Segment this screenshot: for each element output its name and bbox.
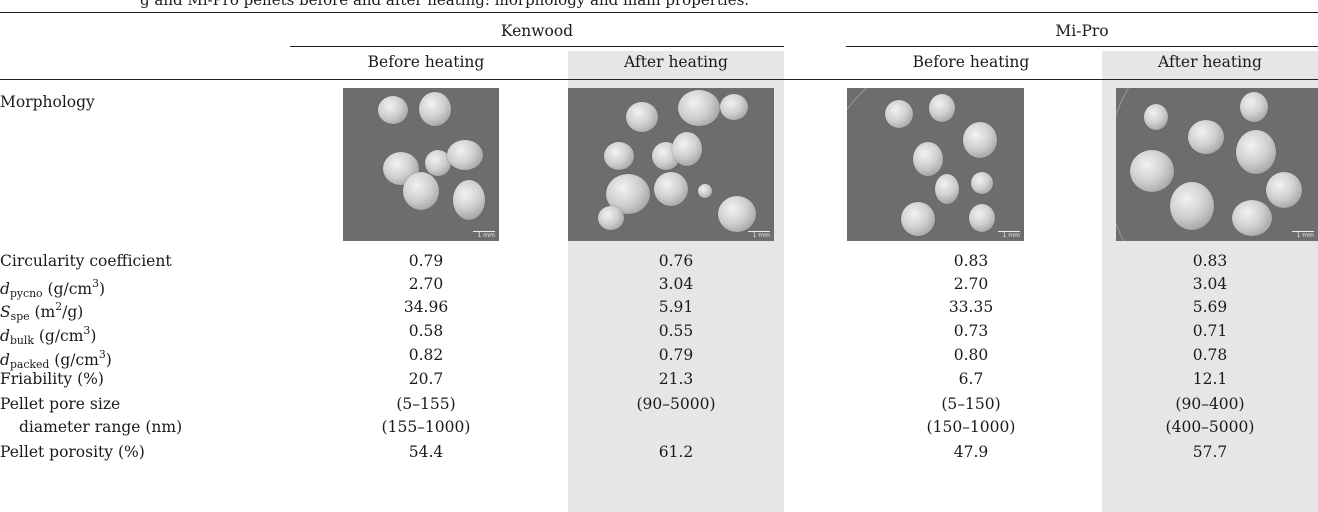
row-label-d-bulk: dbulk (g/cm3) xyxy=(0,324,97,347)
value-circularity-mipro-before: 0.83 xyxy=(953,252,989,270)
group-rule-kenwood xyxy=(290,46,784,47)
row-label-pore-size-line1: Pellet pore size xyxy=(0,395,121,413)
subheader-kenwood-after: After heating xyxy=(624,53,728,71)
value-pore-mipro-after-2: (400–5000) xyxy=(1165,418,1255,436)
value-circularity-kenwood-after: 0.76 xyxy=(658,252,694,270)
row-label-circularity: Circularity coefficient xyxy=(0,252,172,270)
value-d-pycno-mipro-after: 3.04 xyxy=(1192,275,1228,293)
value-friability-mipro-after: 12.1 xyxy=(1192,370,1228,388)
subheader-mipro-after: After heating xyxy=(1158,53,1262,71)
value-pore-kenwood-before-1: (5–155) xyxy=(396,395,456,413)
value-d-bulk-mipro-before: 0.73 xyxy=(953,322,989,340)
value-circularity-mipro-after: 0.83 xyxy=(1192,252,1228,270)
value-pore-mipro-after-1: (90–400) xyxy=(1175,395,1245,413)
value-pore-mipro-before-1: (5–150) xyxy=(941,395,1001,413)
subheader-kenwood-before: Before heating xyxy=(367,53,485,71)
value-pore-kenwood-after-1: (90–5000) xyxy=(636,395,716,413)
group-header-kenwood: Kenwood xyxy=(500,22,574,40)
value-d-packed-mipro-after: 0.78 xyxy=(1192,346,1228,364)
row-label-s-spe: Sspe (m2/g) xyxy=(0,300,84,323)
sem-image-mipro-before: 1 mm xyxy=(847,88,1024,241)
value-s-spe-mipro-after: 5.69 xyxy=(1192,298,1228,316)
value-d-packed-kenwood-before: 0.82 xyxy=(408,346,444,364)
value-pore-mipro-before-2: (150–1000) xyxy=(926,418,1016,436)
value-d-packed-mipro-before: 0.80 xyxy=(953,346,989,364)
value-friability-kenwood-after: 21.3 xyxy=(658,370,694,388)
row-label-friability: Friability (%) xyxy=(0,370,104,388)
row-label-d-pycno: dpycno (g/cm3) xyxy=(0,277,106,300)
value-porosity-kenwood-after: 61.2 xyxy=(658,443,694,461)
header-rule xyxy=(0,79,1318,80)
sem-image-mipro-after: 1 mm xyxy=(1116,88,1318,241)
value-circularity-kenwood-before: 0.79 xyxy=(408,252,444,270)
value-d-bulk-kenwood-after: 0.55 xyxy=(658,322,694,340)
top-rule xyxy=(0,12,1318,13)
value-d-pycno-mipro-before: 2.70 xyxy=(953,275,989,293)
value-porosity-mipro-after: 57.7 xyxy=(1192,443,1228,461)
value-porosity-kenwood-before: 54.4 xyxy=(408,443,444,461)
value-s-spe-mipro-before: 33.35 xyxy=(948,298,994,316)
value-d-bulk-mipro-after: 0.71 xyxy=(1192,322,1228,340)
value-d-pycno-kenwood-after: 3.04 xyxy=(658,275,694,293)
group-header-mipro: Mi-Pro xyxy=(1055,22,1109,40)
value-d-bulk-kenwood-before: 0.58 xyxy=(408,322,444,340)
value-d-pycno-kenwood-before: 2.70 xyxy=(408,275,444,293)
value-friability-kenwood-before: 20.7 xyxy=(408,370,444,388)
row-label-pore-size-line2: diameter range (nm) xyxy=(19,418,183,436)
value-d-packed-kenwood-after: 0.79 xyxy=(658,346,694,364)
row-label-d-packed: dpacked (g/cm3) xyxy=(0,348,112,371)
sem-image-kenwood-before: 1 mm xyxy=(343,88,499,241)
value-porosity-mipro-before: 47.9 xyxy=(953,443,989,461)
value-pore-kenwood-before-2: (155–1000) xyxy=(381,418,471,436)
row-label-porosity: Pellet porosity (%) xyxy=(0,443,145,461)
row-label-morphology: Morphology xyxy=(0,93,95,111)
caption-fragment: g and Mi-Pro pellets before and after he… xyxy=(140,0,1240,8)
sem-image-kenwood-after: 1 mm xyxy=(568,88,774,241)
value-s-spe-kenwood-before: 34.96 xyxy=(403,298,449,316)
value-s-spe-kenwood-after: 5.91 xyxy=(658,298,694,316)
group-rule-mipro xyxy=(846,46,1318,47)
subheader-mipro-before: Before heating xyxy=(912,53,1030,71)
value-friability-mipro-before: 6.7 xyxy=(958,370,984,388)
